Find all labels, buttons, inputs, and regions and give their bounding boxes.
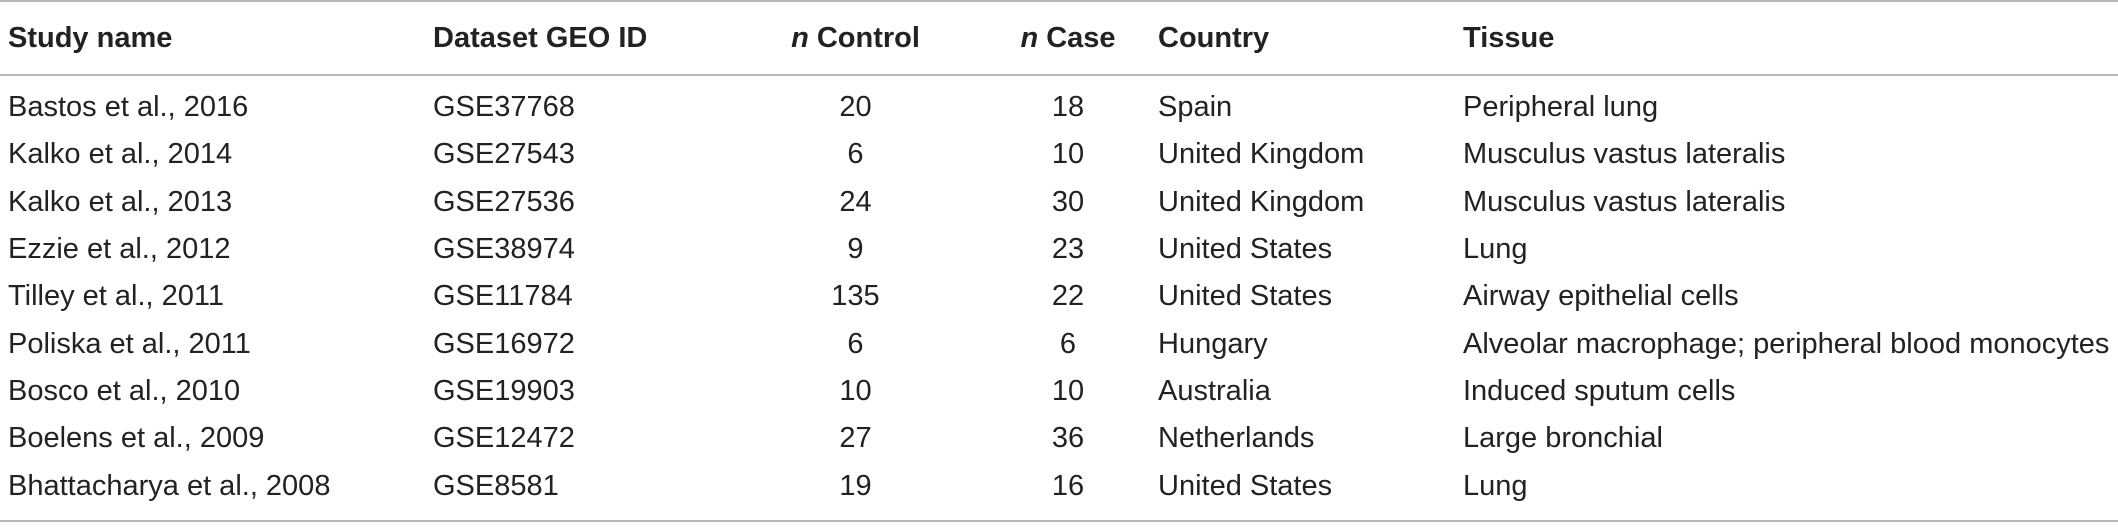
cell-country: Spain — [1158, 91, 1233, 124]
cell-n-case: 18 — [1051, 91, 1085, 124]
table-row: Poliska et al., 2011 GSE16972 6 6 Hungar… — [0, 320, 2118, 367]
cell-study-name: Bhattacharya et al., 2008 — [0, 462, 433, 522]
header-n-control-n: n — [791, 21, 809, 54]
header-n-case-label: Case — [1038, 21, 1116, 54]
cell-n-control: 6 — [847, 327, 864, 360]
cell-country: Australia — [1158, 374, 1271, 407]
cell-n-case: 10 — [1051, 374, 1085, 407]
cell-tissue: Large bronchial — [1463, 422, 1663, 455]
cell-study-name: Ezzie et al., 2012 — [8, 233, 231, 266]
cell-n-case: 22 — [1051, 280, 1085, 313]
cell-tissue: Musculus vastus lateralis — [1463, 138, 1786, 171]
cell-geo-id: GSE8581 — [433, 462, 733, 522]
table-row: Kalko et al., 2013 GSE27536 24 30 United… — [0, 179, 2118, 226]
header-n-control-label: Control — [808, 21, 920, 54]
cell-tissue: Induced sputum cells — [1463, 374, 1736, 407]
header-tissue: Tissue — [1463, 0, 2118, 76]
cell-country: United States — [1158, 233, 1333, 266]
cell-study-name: Kalko et al., 2013 — [8, 185, 233, 218]
table-row: Bastos et al., 2016 GSE37768 20 18 Spain… — [0, 75, 2118, 131]
cell-tissue: Musculus vastus lateralis — [1463, 185, 1786, 218]
cell-study-name: Poliska et al., 2011 — [8, 327, 251, 360]
cell-country: United States — [1158, 462, 1463, 522]
cell-n-case: 10 — [1051, 138, 1085, 171]
cell-geo-id: GSE38974 — [433, 233, 575, 266]
header-n-case: n Case — [978, 0, 1158, 76]
header-n-control: n Control — [733, 0, 978, 76]
cell-study-name: Boelens et al., 2009 — [8, 422, 265, 455]
table-header-row: Study name Dataset GEO ID n Control n Ca… — [0, 0, 2118, 76]
table-row: Kalko et al., 2014 GSE27543 6 10 United … — [0, 131, 2118, 178]
header-country: Country — [1158, 0, 1463, 76]
cell-geo-id: GSE19903 — [433, 374, 575, 407]
cell-n-control: 9 — [847, 233, 864, 266]
cell-n-control: 10 — [839, 374, 872, 407]
table-row: Bhattacharya et al., 2008 GSE8581 19 16 … — [0, 462, 2118, 522]
cell-n-control: 24 — [839, 185, 872, 218]
cell-n-control: 135 — [831, 280, 880, 313]
table-row: Ezzie et al., 2012 GSE38974 9 23 United … — [0, 226, 2118, 273]
cell-tissue: Alveolar macrophage; peripheral blood mo… — [1463, 327, 2110, 360]
cell-n-case: 36 — [1051, 422, 1085, 455]
cell-country: United States — [1158, 280, 1333, 313]
cell-country: Hungary — [1158, 327, 1268, 360]
cell-study-name: Kalko et al., 2014 — [8, 138, 233, 171]
cell-geo-id: GSE12472 — [433, 422, 575, 455]
cell-geo-id: GSE27536 — [433, 185, 575, 218]
cell-country: United Kingdom — [1158, 138, 1365, 171]
table-row: Bosco et al., 2010 GSE19903 10 10 Austra… — [0, 368, 2118, 415]
header-dataset-geo-id: Dataset GEO ID — [433, 0, 733, 76]
table-row: Tilley et al., 2011 GSE11784 135 22 Unit… — [0, 273, 2118, 320]
cell-geo-id: GSE16972 — [433, 327, 575, 360]
cell-n-case: 6 — [1059, 327, 1077, 360]
cell-n-case: 16 — [978, 462, 1158, 522]
cell-study-name: Bastos et al., 2016 — [8, 91, 249, 124]
cell-tissue: Airway epithelial cells — [1463, 280, 1739, 313]
cell-n-control: 27 — [839, 422, 872, 455]
cell-tissue: Lung — [1463, 233, 1528, 266]
cell-country: United Kingdom — [1158, 185, 1365, 218]
cell-study-name: Tilley et al., 2011 — [8, 280, 224, 313]
cell-study-name: Bosco et al., 2010 — [8, 374, 241, 407]
cell-geo-id: GSE37768 — [433, 91, 575, 124]
cell-tissue: Peripheral lung — [1463, 91, 1659, 124]
cell-n-case: 23 — [1051, 233, 1085, 266]
header-n-case-n: n — [1020, 21, 1039, 54]
table-row: Boelens et al., 2009 GSE12472 27 36 Neth… — [0, 415, 2118, 462]
cell-n-control: 20 — [839, 91, 872, 124]
cell-geo-id: GSE11784 — [433, 280, 573, 313]
cell-n-control: 6 — [847, 138, 864, 171]
cell-n-case: 30 — [1051, 185, 1085, 218]
header-study-name: Study name — [0, 0, 433, 76]
cell-n-control: 19 — [733, 462, 978, 522]
cell-tissue: Lung — [1463, 462, 2118, 522]
cell-country: Netherlands — [1158, 422, 1315, 455]
cell-geo-id: GSE27543 — [433, 138, 575, 171]
